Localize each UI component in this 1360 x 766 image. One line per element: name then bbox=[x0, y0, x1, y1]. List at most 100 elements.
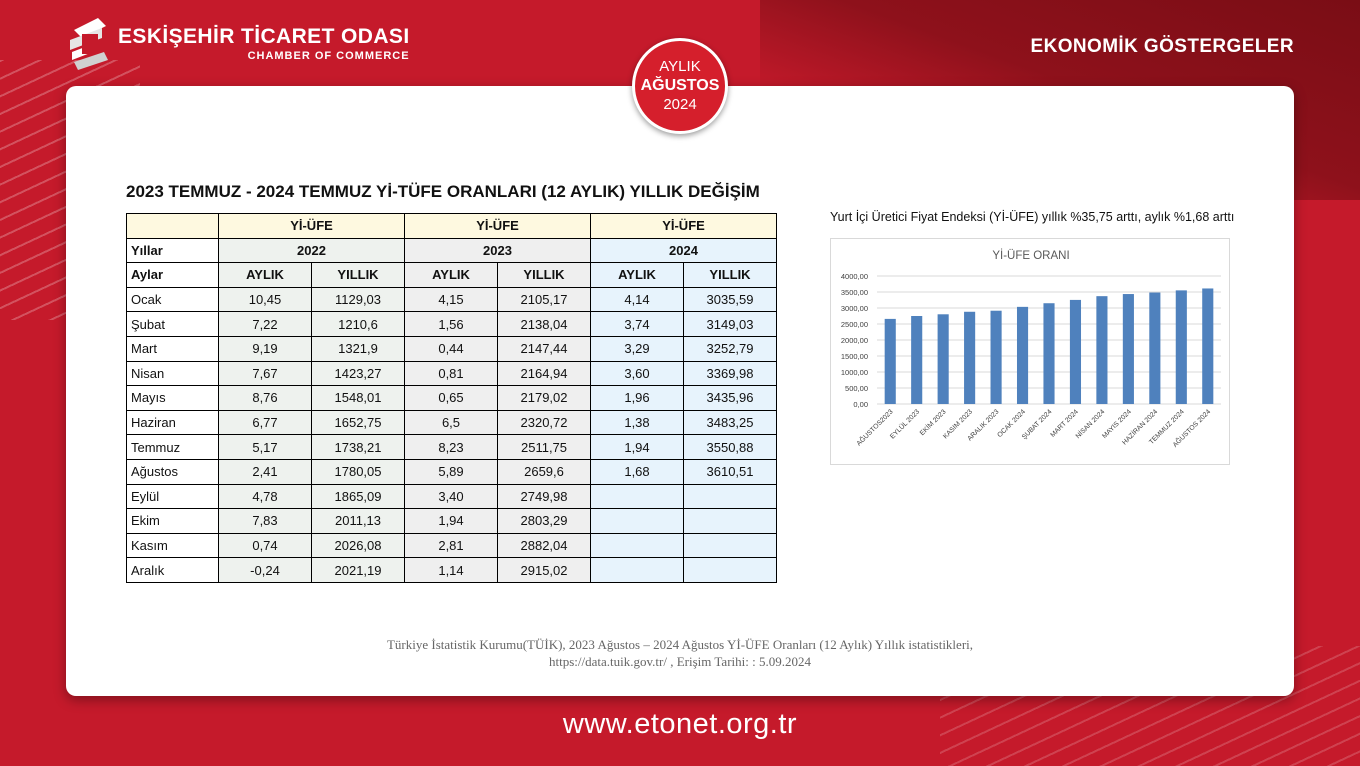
value-cell: 10,45 bbox=[218, 286, 312, 313]
col-yillik-2023: YILLIK bbox=[497, 262, 591, 288]
month-cell: Kasım bbox=[126, 532, 219, 559]
value-cell: 2105,17 bbox=[497, 286, 591, 313]
value-cell: 0,65 bbox=[404, 385, 498, 411]
value-cell: 3,40 bbox=[404, 483, 498, 510]
value-cell: 1,68 bbox=[590, 458, 684, 485]
value-cell: 1738,21 bbox=[311, 434, 405, 460]
value-cell: 5,17 bbox=[218, 434, 312, 460]
x-tick-label: AĞUSTOS2023 bbox=[854, 407, 895, 448]
group-header-2024: Yİ-ÜFE bbox=[590, 213, 777, 239]
value-cell: 2803,29 bbox=[497, 508, 591, 534]
value-cell bbox=[590, 483, 684, 510]
y-tick-label: 4000,00 bbox=[841, 272, 868, 281]
value-cell: 1865,09 bbox=[311, 483, 405, 510]
years-label: Yıllar bbox=[126, 237, 219, 264]
bar bbox=[1069, 299, 1082, 404]
col-aylik-2022: AYLIK bbox=[218, 262, 312, 288]
value-cell: 1,56 bbox=[404, 311, 498, 337]
table-row: Mayıs 8,76 1548,01 0,65 2179,02 1,96 3435,96 bbox=[126, 385, 777, 411]
value-cell: 3252,79 bbox=[683, 335, 777, 362]
bar bbox=[1149, 292, 1161, 404]
ppi-chart: Yİ-ÜFE ORANI 0,00 500,00 1000,00 1500,00 2000… bbox=[830, 238, 1230, 465]
value-cell: 4,14 bbox=[590, 286, 684, 313]
group-header-2023: Yİ-ÜFE bbox=[404, 213, 591, 239]
table-row: Mart 9,19 1321,9 0,44 2147,44 3,29 3252,79 bbox=[126, 335, 777, 362]
table-years-row: Yıllar 2022 2023 2024 bbox=[126, 237, 777, 264]
value-cell: 2659,6 bbox=[497, 458, 591, 485]
source-line-1: Türkiye İstatistik Kurumu(TÜİK), 2023 Ağ… bbox=[386, 637, 974, 652]
content-card: 2023 TEMMUZ - 2024 TEMMUZ Yİ-TÜFE ORANLA… bbox=[66, 86, 1294, 696]
value-cell: 3,60 bbox=[590, 360, 684, 387]
page-title: 2023 TEMMUZ - 2024 TEMMUZ Yİ-TÜFE ORANLA… bbox=[126, 182, 760, 201]
col-yillik-2024: YILLIK bbox=[683, 262, 777, 288]
value-cell: 1,94 bbox=[590, 434, 684, 460]
value-cell: 1,38 bbox=[590, 409, 684, 436]
bar bbox=[884, 318, 896, 404]
month-cell: Mart bbox=[126, 335, 219, 362]
value-cell: 9,19 bbox=[218, 335, 312, 362]
value-cell: 2147,44 bbox=[497, 335, 591, 362]
table-row: Ağustos 2,41 1780,05 5,89 2659,6 1,68 3610,51 bbox=[126, 458, 777, 485]
table-row: Haziran 6,77 1652,75 6,5 2320,72 1,38 3483,25 bbox=[126, 409, 777, 436]
value-cell: 6,77 bbox=[218, 409, 312, 436]
value-cell: 8,23 bbox=[404, 434, 498, 460]
source-citation: Türkiye İstatistik Kurumu(TÜİK), 2023 Ağ… bbox=[66, 636, 1294, 670]
chart-title: Yİ-ÜFE ORANI bbox=[992, 249, 1069, 262]
table-row: Ocak 10,45 1129,03 4,15 2105,17 4,14 3035,59 bbox=[126, 286, 777, 313]
value-cell: 2749,98 bbox=[497, 483, 591, 510]
value-cell: 2882,04 bbox=[497, 532, 591, 559]
value-cell bbox=[683, 508, 777, 534]
value-cell bbox=[590, 508, 684, 534]
col-aylik-2023: AYLIK bbox=[404, 262, 498, 288]
org-name: ESKİŞEHİR TİCARET ODASI bbox=[118, 25, 410, 48]
footer-url[interactable]: www.etonet.org.tr bbox=[562, 708, 798, 740]
value-cell bbox=[683, 532, 777, 559]
value-cell: 3149,03 bbox=[683, 311, 777, 337]
value-cell: 1652,75 bbox=[311, 409, 405, 436]
y-tick-label: 1000,00 bbox=[841, 368, 868, 377]
value-cell: 1780,05 bbox=[311, 458, 405, 485]
value-cell: 3,74 bbox=[590, 311, 684, 337]
col-yillik-2022: YILLIK bbox=[311, 262, 405, 288]
value-cell: 7,83 bbox=[218, 508, 312, 534]
value-cell: 2164,94 bbox=[497, 360, 591, 387]
bar bbox=[964, 311, 976, 404]
value-cell: 6,5 bbox=[404, 409, 498, 436]
value-cell: 1,14 bbox=[404, 557, 498, 583]
month-cell: Eylül bbox=[126, 483, 219, 510]
month-cell: Şubat bbox=[126, 311, 219, 337]
year-2024: 2024 bbox=[590, 237, 777, 264]
value-cell: 3369,98 bbox=[683, 360, 777, 387]
month-cell: Mayıs bbox=[126, 385, 219, 411]
value-cell: 1,96 bbox=[590, 385, 684, 411]
value-cell: 1,94 bbox=[404, 508, 498, 534]
month-cell: Aralık bbox=[126, 557, 219, 583]
bar bbox=[1043, 303, 1055, 404]
section-title: EKONOMİK GÖSTERGELER bbox=[1030, 36, 1294, 57]
table-row: Ekim 7,83 2011,13 1,94 2803,29 bbox=[126, 508, 777, 534]
chamber-logo[interactable]: ESKİŞEHİR TİCARET ODASI CHAMBER OF COMME… bbox=[68, 16, 410, 72]
bar bbox=[911, 316, 923, 404]
month-cell: Nisan bbox=[126, 360, 219, 387]
badge-period-type: AYLIK bbox=[659, 58, 701, 75]
value-cell: 1548,01 bbox=[311, 385, 405, 411]
value-cell: -0,24 bbox=[218, 557, 312, 583]
bar bbox=[1202, 288, 1214, 404]
value-cell: 2,41 bbox=[218, 458, 312, 485]
month-cell: Haziran bbox=[126, 409, 219, 436]
value-cell: 1129,03 bbox=[311, 286, 405, 313]
value-cell: 2179,02 bbox=[497, 385, 591, 411]
value-cell: 2138,04 bbox=[497, 311, 591, 337]
source-line-2: https://data.tuik.gov.tr/ , Erişim Tarih… bbox=[549, 654, 811, 669]
value-cell: 3435,96 bbox=[683, 385, 777, 411]
value-cell: 1321,9 bbox=[311, 335, 405, 362]
y-tick-label: 2000,00 bbox=[841, 336, 868, 345]
value-cell: 4,78 bbox=[218, 483, 312, 510]
value-cell: 7,22 bbox=[218, 311, 312, 337]
month-cell: Temmuz bbox=[126, 434, 219, 460]
value-cell: 3610,51 bbox=[683, 458, 777, 485]
value-cell: 2320,72 bbox=[497, 409, 591, 436]
table-row: Aralık -0,24 2021,19 1,14 2915,02 bbox=[126, 557, 777, 583]
value-cell: 4,15 bbox=[404, 286, 498, 313]
table-row: Kasım 0,74 2026,08 2,81 2882,04 bbox=[126, 532, 777, 559]
